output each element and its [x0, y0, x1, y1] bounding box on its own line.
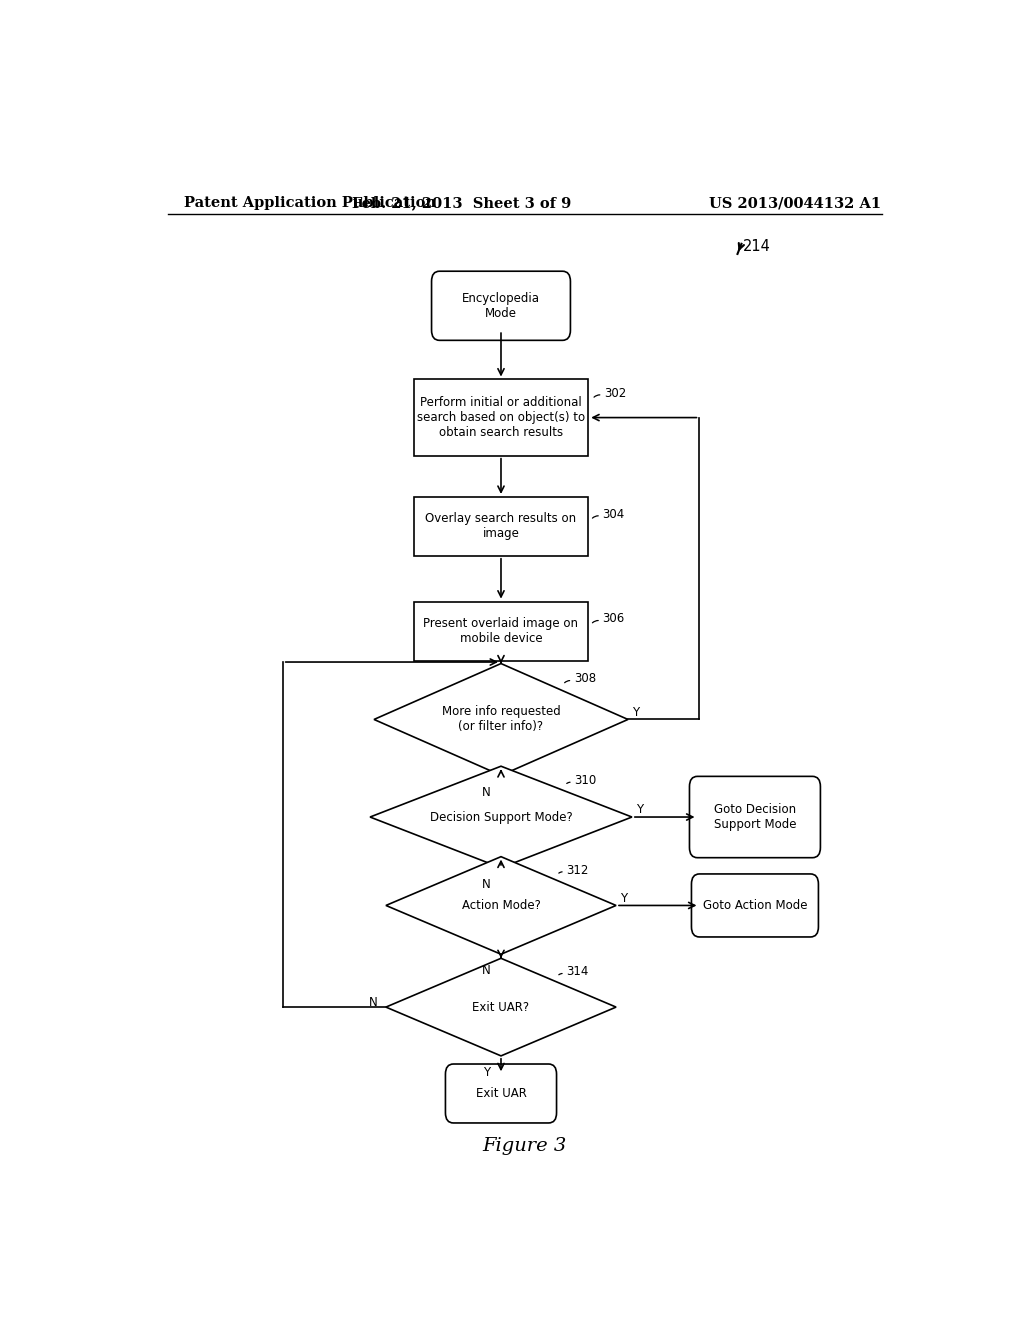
FancyBboxPatch shape — [691, 874, 818, 937]
FancyBboxPatch shape — [689, 776, 820, 858]
Text: Goto Action Mode: Goto Action Mode — [702, 899, 807, 912]
Bar — [414, 496, 588, 556]
Text: Action Mode?: Action Mode? — [462, 899, 541, 912]
Text: Y: Y — [620, 892, 627, 904]
FancyBboxPatch shape — [431, 271, 570, 341]
Text: Feb. 21, 2013  Sheet 3 of 9: Feb. 21, 2013 Sheet 3 of 9 — [351, 195, 571, 210]
Bar — [414, 602, 588, 660]
Text: 308: 308 — [574, 672, 596, 685]
Text: Patent Application Publication: Patent Application Publication — [183, 195, 435, 210]
Bar — [414, 379, 588, 455]
Text: Decision Support Mode?: Decision Support Mode? — [430, 810, 572, 824]
Text: Encyclopedia
Mode: Encyclopedia Mode — [462, 292, 540, 319]
Text: N: N — [482, 878, 492, 891]
Text: 214: 214 — [743, 239, 771, 253]
Text: 302: 302 — [604, 387, 627, 400]
Text: N: N — [482, 785, 492, 799]
Text: 314: 314 — [566, 965, 589, 978]
Text: More info requested
(or filter info)?: More info requested (or filter info)? — [441, 705, 560, 734]
Text: Y: Y — [636, 804, 643, 816]
Text: Goto Decision
Support Mode: Goto Decision Support Mode — [714, 803, 797, 832]
Text: Exit UAR?: Exit UAR? — [472, 1001, 529, 1014]
FancyBboxPatch shape — [445, 1064, 556, 1123]
Text: 304: 304 — [602, 508, 625, 520]
Text: Figure 3: Figure 3 — [482, 1138, 567, 1155]
Text: Overlay search results on
image: Overlay search results on image — [425, 512, 577, 540]
Polygon shape — [386, 857, 616, 954]
Text: N: N — [370, 995, 378, 1008]
Text: N: N — [482, 965, 492, 977]
Text: Perform initial or additional
search based on object(s) to
obtain search results: Perform initial or additional search bas… — [417, 396, 585, 440]
Text: Exit UAR: Exit UAR — [475, 1086, 526, 1100]
Text: US 2013/0044132 A1: US 2013/0044132 A1 — [709, 195, 881, 210]
Text: 306: 306 — [602, 612, 625, 626]
Text: 310: 310 — [574, 774, 597, 787]
Text: Y: Y — [632, 706, 639, 719]
Text: 312: 312 — [566, 863, 589, 876]
Text: Y: Y — [483, 1067, 490, 1078]
Polygon shape — [386, 958, 616, 1056]
Text: Present overlaid image on
mobile device: Present overlaid image on mobile device — [424, 616, 579, 645]
Polygon shape — [370, 766, 632, 867]
Polygon shape — [374, 664, 628, 775]
